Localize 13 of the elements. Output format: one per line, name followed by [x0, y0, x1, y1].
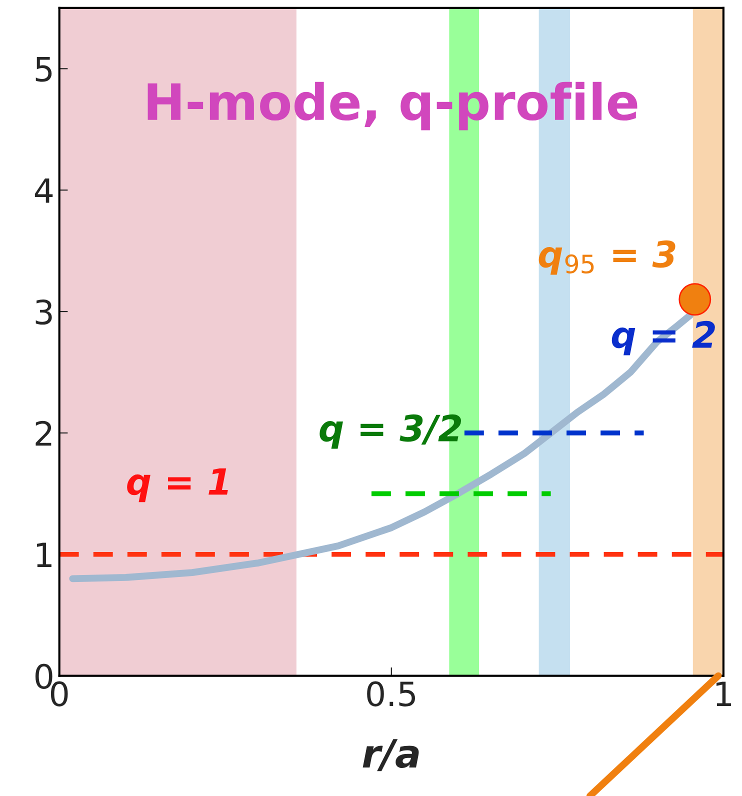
y-tick-label: 5	[36, 57, 52, 82]
y-tick-label: 4	[34, 178, 53, 203]
y-tick-label: 3	[36, 299, 52, 325]
y-tick-label: 1	[36, 542, 52, 568]
x-tick-label: 1	[716, 682, 731, 706]
x-tick-label: 0.5	[367, 681, 415, 706]
annotation: q = 2	[612, 320, 715, 356]
y-tick-label: 0	[35, 664, 52, 689]
x-axis-title: r/a	[362, 739, 419, 772]
annotation: q = 1	[127, 468, 228, 502]
annotation: q$_{95}$ = 3	[538, 240, 676, 275]
annotation: q = 3/2	[320, 414, 462, 449]
y-tick-label: 2	[36, 420, 52, 446]
